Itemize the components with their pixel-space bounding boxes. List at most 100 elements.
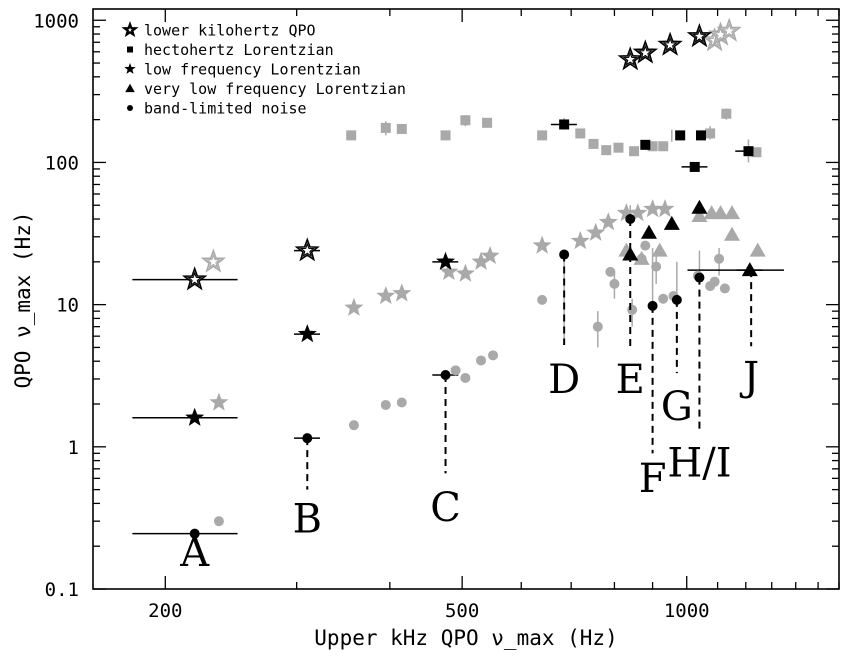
marker-open-star-inner — [637, 44, 654, 60]
marker-triangle — [724, 205, 741, 220]
marker-square — [640, 139, 651, 150]
marker-triangle — [712, 205, 729, 220]
marker-open-star-inner — [622, 51, 638, 66]
marker-open-star-inner — [186, 271, 203, 287]
marker-square — [380, 122, 391, 133]
marker-square — [460, 115, 471, 126]
x-tick-label: 500 — [445, 600, 479, 622]
x-tick-label: 1000 — [664, 600, 710, 622]
legend-label: low frequency Lorentzian — [144, 61, 361, 79]
marker-triangle — [640, 224, 657, 239]
marker-square — [705, 128, 716, 139]
source-label: E — [616, 357, 645, 403]
source-label: H/I — [667, 440, 731, 486]
legend-label: very low frequency Lorentzian — [144, 80, 406, 98]
source-label: D — [548, 357, 580, 403]
marker-circle — [714, 253, 725, 264]
marker-square — [743, 146, 754, 157]
marker-triangle — [724, 226, 741, 241]
plot-layer — [132, 17, 784, 539]
y-tick-label: 0.1 — [45, 579, 79, 601]
marker-triangle — [125, 83, 135, 93]
marker-circle — [213, 516, 224, 527]
marker-triangle — [651, 242, 668, 257]
marker-square — [575, 128, 586, 139]
marker-circle — [488, 350, 499, 361]
marker-open-star-inner — [299, 242, 316, 258]
marker-star — [185, 407, 205, 426]
marker-square — [721, 108, 732, 119]
marker-open-star-inner — [721, 22, 737, 38]
axis-ticks: 0.1 1 10 100 1000 200 500 1000 — [33, 9, 840, 622]
marker-square — [396, 123, 407, 134]
marker-star — [532, 235, 552, 254]
marker-square — [675, 130, 686, 141]
marker-square — [613, 142, 624, 153]
marker-star — [439, 261, 459, 280]
marker-square — [601, 145, 612, 156]
marker-triangle — [691, 208, 708, 223]
marker-circle — [627, 304, 638, 315]
legend-label: band-limited noise — [144, 100, 307, 118]
marker-star — [455, 263, 475, 282]
x-tick-label: 200 — [148, 600, 182, 622]
marker-circle — [658, 293, 669, 304]
marker-star — [480, 245, 500, 264]
marker-star — [655, 199, 675, 218]
marker-open-star-inner — [205, 253, 222, 269]
marker-square — [689, 161, 700, 172]
marker-circle — [348, 420, 359, 431]
marker-square — [559, 119, 570, 130]
y-tick-label: 1 — [68, 437, 79, 459]
x-axis-label: Upper kHz QPO ν_max (Hz) — [314, 626, 617, 650]
marker-star — [643, 199, 663, 218]
marker-circle — [709, 276, 720, 287]
marker-star — [124, 63, 136, 74]
marker-star — [376, 286, 396, 305]
source-annotations: A B C D E FG H/IJ — [179, 219, 759, 576]
marker-square — [127, 46, 133, 53]
marker-triangle — [622, 246, 639, 261]
marker-star — [436, 251, 456, 270]
marker-square — [751, 147, 762, 158]
marker-star — [344, 297, 364, 316]
marker-star — [598, 212, 618, 231]
y-tick-label: 1000 — [33, 10, 79, 32]
marker-star — [392, 283, 412, 302]
marker-square — [629, 146, 640, 157]
y-tick-label: 10 — [56, 295, 79, 317]
marker-circle — [640, 240, 651, 251]
marker-circle — [592, 321, 603, 332]
marker-circle — [476, 355, 487, 366]
marker-circle — [127, 105, 133, 111]
marker-star — [297, 324, 317, 343]
marker-circle — [460, 372, 471, 383]
y-tick-label: 100 — [45, 152, 79, 174]
marker-star — [616, 203, 636, 222]
marker-star — [570, 231, 590, 250]
marker-circle — [189, 528, 200, 539]
marker-triangle — [741, 262, 758, 277]
marker-open-star-inner — [691, 28, 708, 44]
marker-star — [209, 392, 229, 411]
marker-triangle — [749, 242, 766, 257]
marker-circle — [537, 294, 548, 305]
source-label: C — [430, 485, 461, 531]
marker-star — [628, 203, 648, 222]
source-label: G — [661, 384, 693, 430]
marker-circle — [636, 253, 647, 264]
marker-triangle — [691, 199, 708, 214]
marker-triangle — [663, 215, 680, 230]
marker-open-star-inner — [662, 36, 678, 52]
marker-square — [647, 141, 658, 152]
marker-circle — [719, 283, 730, 294]
marker-square — [346, 130, 357, 141]
source-label: F — [639, 456, 667, 502]
marker-circle — [605, 266, 616, 277]
source-label: B — [293, 496, 322, 542]
source-label: J — [739, 354, 759, 400]
y-axis-label: QPO ν_max (Hz) — [11, 211, 35, 388]
